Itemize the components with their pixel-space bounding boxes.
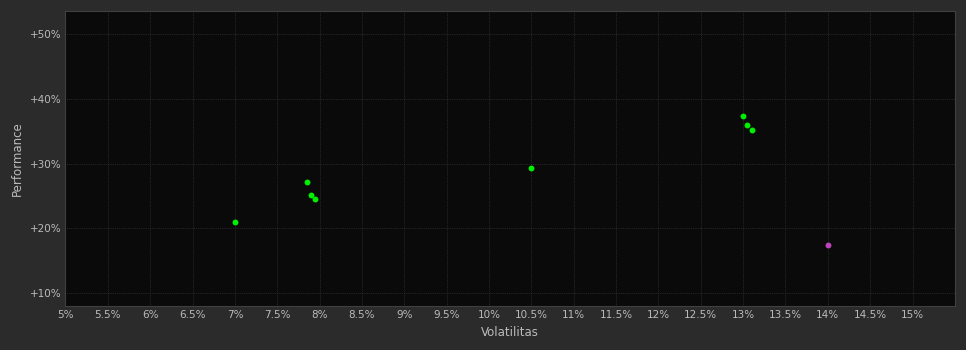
Point <box>744 127 759 133</box>
Point <box>303 192 319 197</box>
Point <box>820 242 836 247</box>
Point <box>307 196 323 201</box>
X-axis label: Volatilitas: Volatilitas <box>481 326 539 339</box>
Point <box>227 219 242 225</box>
Point <box>735 113 751 119</box>
Point <box>299 179 315 184</box>
Point <box>524 165 539 171</box>
Y-axis label: Performance: Performance <box>12 121 24 196</box>
Point <box>740 122 755 127</box>
